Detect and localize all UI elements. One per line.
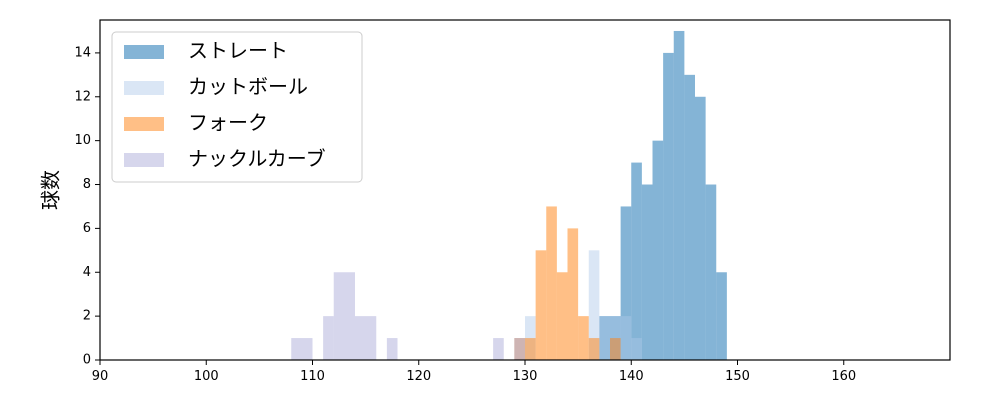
bar-series-1-bin-5 — [620, 316, 632, 360]
bar-series-1-bin-3 — [599, 316, 610, 360]
legend-label-0: ストレート — [188, 39, 288, 63]
bar-series-0-bin-2 — [620, 206, 632, 360]
bar-series-0-bin-8 — [684, 74, 695, 360]
y-tick-label: 6 — [83, 221, 91, 236]
bar-series-2-bin-5 — [567, 228, 579, 360]
bar-series-0-bin-5 — [652, 140, 664, 360]
bar-series-2-bin-7 — [588, 338, 600, 360]
x-tick-label: 130 — [513, 369, 538, 384]
y-tick-label: 0 — [83, 353, 91, 368]
bar-series-2-bin-1 — [525, 338, 536, 360]
y-tick-label: 2 — [83, 309, 91, 324]
bar-series-3-bin-2 — [333, 272, 355, 360]
y-tick-label: 10 — [74, 133, 91, 148]
y-tick-label: 4 — [83, 265, 91, 280]
x-tick-label: 110 — [300, 369, 325, 384]
legend-label-2: フォーク — [188, 111, 268, 135]
y-tick-label: 14 — [74, 45, 91, 60]
legend-swatch-2 — [124, 117, 164, 131]
x-tick-label: 120 — [406, 369, 431, 384]
y-axis-ticks: 0 2 4 6 8 10 12 14 — [74, 45, 100, 368]
bar-series-0-bin-0 — [599, 316, 610, 360]
x-tick-label: 150 — [725, 369, 750, 384]
bar-series-3-bin-5 — [493, 338, 504, 360]
bar-series-1-bin-6 — [631, 338, 642, 360]
bar-series-3-bin-6 — [514, 338, 525, 360]
x-tick-label: 140 — [619, 369, 644, 384]
bar-series-0-bin-11 — [716, 272, 727, 360]
legend-swatch-0 — [124, 45, 164, 59]
bar-series-3-bin-0 — [291, 338, 313, 360]
bar-series-0-bin-6 — [663, 52, 674, 360]
bar-series-2-bin-2 — [535, 250, 547, 360]
legend-frame — [111, 31, 363, 183]
x-tick-label: 160 — [831, 369, 856, 384]
bar-series-0-bin-4 — [641, 184, 653, 360]
x-tick-label: 100 — [194, 369, 219, 384]
bar-series-3-bin-1 — [323, 316, 334, 360]
bar-series-0-bin-9 — [695, 96, 706, 360]
legend-swatch-3 — [124, 153, 164, 167]
bar-series-0-bin-7 — [673, 30, 685, 360]
bar-series-0-bin-10 — [705, 184, 717, 360]
bar-series-1-bin-2 — [588, 250, 600, 360]
x-axis-ticks: 90 100 110 120 130 140 150 160 — [92, 360, 856, 384]
x-tick-label: 90 — [92, 369, 109, 384]
series-0 — [599, 30, 727, 360]
y-tick-label: 8 — [83, 177, 91, 192]
legend-label-1: カットボール — [188, 75, 308, 99]
bar-series-3-bin-3 — [355, 316, 377, 360]
bar-series-2-bin-6 — [578, 316, 589, 360]
bar-series-2-bin-8 — [610, 338, 621, 360]
legend-label-3: ナックルカーブ — [188, 147, 326, 171]
bar-series-3-bin-4 — [386, 338, 398, 360]
bar-series-2-bin-3 — [546, 206, 557, 360]
y-tick-label: 12 — [74, 89, 91, 104]
series-3 — [291, 272, 525, 360]
bar-series-2-bin-4 — [556, 272, 568, 360]
bar-series-0-bin-3 — [631, 162, 642, 360]
legend-swatch-1 — [124, 81, 164, 95]
y-axis-label: 球数 — [39, 170, 63, 210]
bars-layer — [291, 30, 727, 360]
